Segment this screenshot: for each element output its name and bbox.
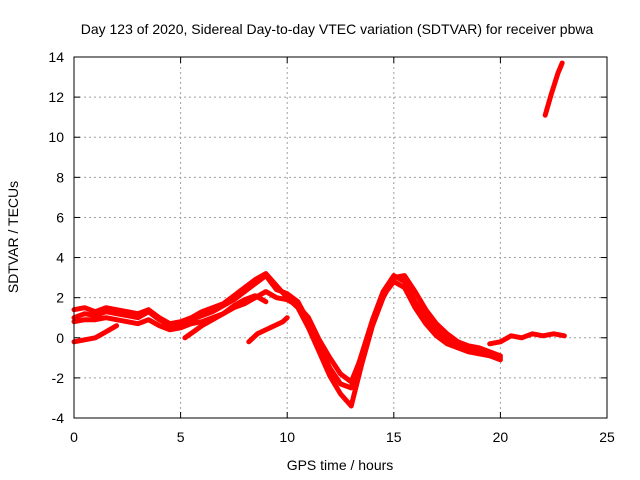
series-line-track-7 (487, 331, 567, 347)
y-tick-label: 6 (56, 209, 64, 225)
y-axis-label: SDTVAR / TECUs (5, 181, 21, 293)
x-tick-label: 25 (599, 429, 615, 445)
series-line-track-6 (246, 315, 290, 345)
series-line-track-3 (71, 279, 503, 385)
y-tick-label: 4 (56, 250, 64, 266)
y-tick-label: 14 (48, 49, 64, 65)
chart-title: Day 123 of 2020, Sidereal Day-to-day VTE… (81, 21, 594, 37)
y-tick-label: 2 (56, 290, 64, 306)
x-tick-label: 15 (386, 429, 402, 445)
axis-ticks: 0 5 10 15 20 25 -4 -2 0 2 4 6 8 10 12 14 (48, 49, 615, 445)
x-tick-label: 5 (177, 429, 185, 445)
series-line-track-5 (182, 293, 269, 341)
series-group (71, 60, 567, 409)
series-line-track-8 (542, 60, 565, 118)
x-tick-label: 0 (70, 429, 78, 445)
y-tick-label: 12 (48, 89, 64, 105)
y-tick-label: -2 (52, 370, 65, 386)
y-tick-label: 8 (56, 169, 64, 185)
grid (74, 57, 607, 418)
y-tick-label: 10 (48, 129, 64, 145)
x-tick-label: 10 (279, 429, 295, 445)
x-tick-label: 20 (493, 429, 509, 445)
series-line-track-1 (71, 273, 503, 391)
x-axis-label: GPS time / hours (287, 457, 394, 473)
series-line-track-4 (71, 323, 120, 345)
y-tick-label: 0 (56, 330, 64, 346)
y-tick-label: -4 (52, 410, 65, 426)
plot-frame (73, 56, 608, 419)
